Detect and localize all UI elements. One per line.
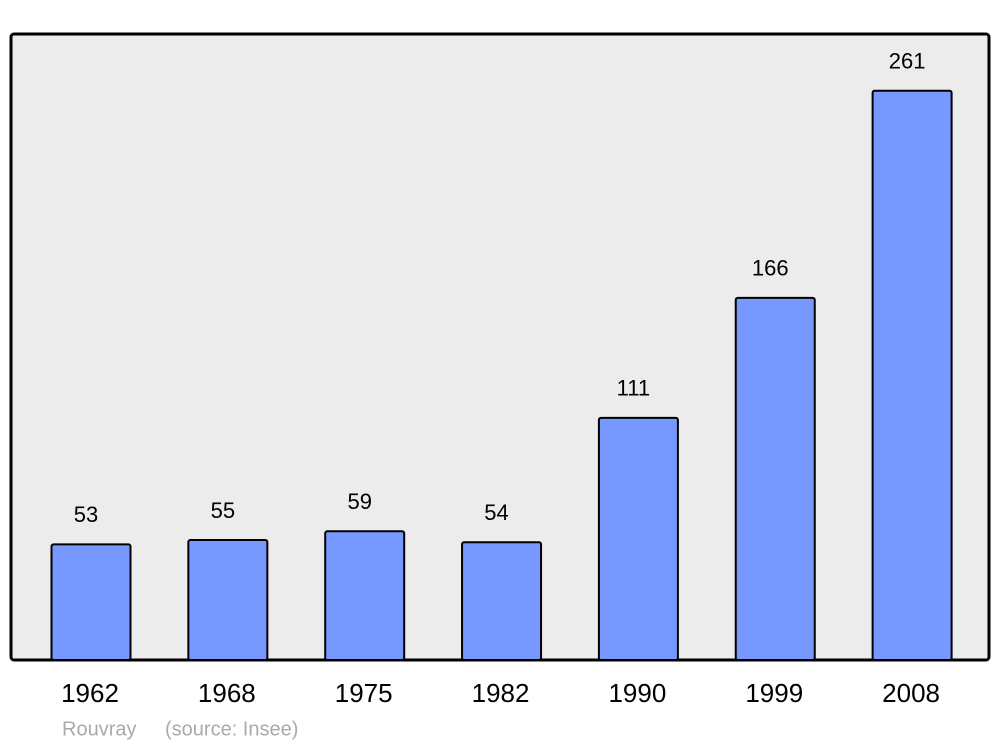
bar [871,89,953,661]
x-tick-label: 1962 [61,678,119,708]
source-note: (source: Insee) [165,718,298,740]
value-label: 111 [617,376,650,401]
value-label: 53 [74,502,98,527]
value-label: 166 [752,256,789,281]
x-tick-label: 2008 [882,678,940,708]
place-name: Rouvray [62,718,136,740]
x-tick-label: 1999 [745,678,803,708]
bar [734,296,816,661]
value-label: 55 [211,498,235,523]
value-label: 261 [889,49,926,74]
x-tick-label: 1975 [335,678,393,708]
bar [597,416,679,661]
x-tick-label: 1982 [472,678,530,708]
x-tick-label: 1968 [198,678,256,708]
value-label: 59 [347,489,371,514]
bar [461,541,543,661]
value-label: 54 [484,500,508,525]
bar [324,530,406,662]
bar [187,539,269,662]
x-tick-label: 1990 [608,678,666,708]
bar [50,543,132,662]
